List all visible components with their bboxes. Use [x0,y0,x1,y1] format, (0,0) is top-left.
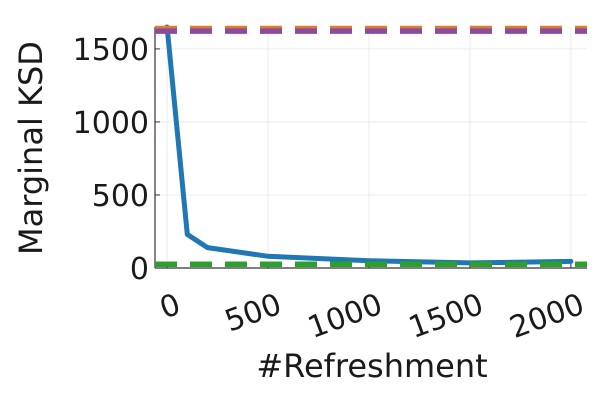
y-tick-label-1: 500 [92,179,149,214]
y-tick-label-0: 0 [130,252,149,287]
y-axis-label: Marginal KSD [12,41,50,255]
y-tick-label-3: 1500 [73,33,149,68]
x-axis-label: #Refreshment [256,347,487,385]
x-tick-label-0: 0 [155,287,185,326]
x-tick-label-1: 500 [220,287,286,339]
series-layer [155,24,587,268]
series-line-0 [164,24,574,266]
x-tick-label-2: 1000 [303,287,387,346]
tick-labels: 0 500 1000 1500 0 500 1000 1500 2000 [73,33,589,346]
x-tick-label-4: 2000 [505,287,589,346]
plot-frame [154,27,587,269]
grid [155,27,587,269]
y-tick-label-2: 1000 [73,106,149,141]
x-tick-label-3: 1500 [404,287,488,346]
